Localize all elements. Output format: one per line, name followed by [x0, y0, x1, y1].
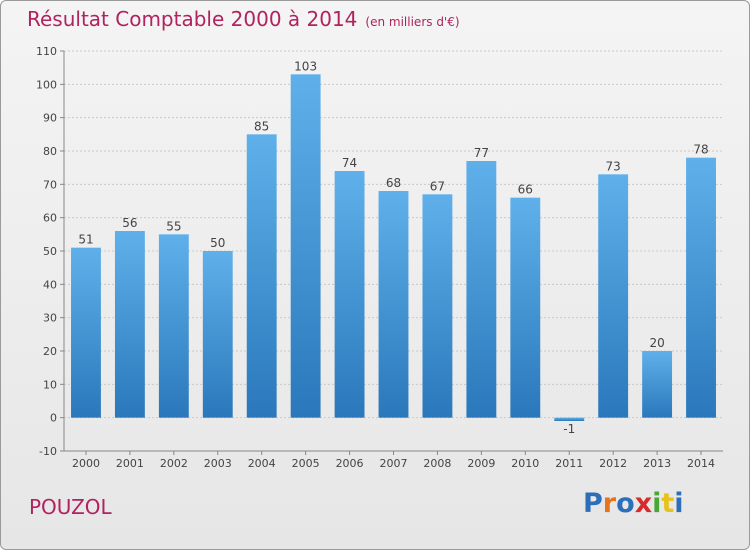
y-tick-label: 30 [43, 312, 57, 325]
proxiti-logo: Proxiti [583, 488, 684, 519]
x-tick-label: 2007 [380, 457, 408, 470]
x-tick-label: 2006 [336, 457, 364, 470]
logo-letter: i [652, 488, 662, 519]
bar [158, 234, 189, 418]
bar [290, 74, 321, 418]
data-label: 66 [518, 183, 533, 197]
data-label: 50 [210, 236, 225, 250]
y-tick-label: -10 [39, 445, 57, 458]
data-label: 51 [78, 233, 93, 247]
data-label: 103 [294, 59, 317, 73]
y-tick-label: 20 [43, 345, 57, 358]
logo-letter: i [674, 488, 684, 519]
bar [642, 351, 673, 418]
data-label: 73 [606, 159, 621, 173]
bar [114, 231, 145, 418]
bar [378, 191, 409, 418]
bar [422, 194, 453, 418]
y-tick-label: 110 [36, 45, 57, 58]
data-label: 20 [649, 336, 664, 350]
data-label: 68 [386, 176, 401, 190]
x-tick-label: 2002 [160, 457, 188, 470]
x-tick-label: 2013 [643, 457, 671, 470]
data-label: 56 [122, 216, 137, 230]
y-tick-label: 50 [43, 245, 57, 258]
x-tick-label: 2005 [292, 457, 320, 470]
data-label: -1 [563, 422, 575, 436]
bar [202, 251, 233, 418]
logo-letter: t [661, 488, 675, 519]
bar [686, 157, 716, 418]
y-tick-label: 0 [50, 412, 57, 425]
x-tick-label: 2003 [204, 457, 232, 470]
chart-title-block: Résultat Comptable 2000 à 2014 (en millie… [27, 7, 460, 31]
data-label: 74 [342, 156, 357, 170]
logo-letter: r [602, 488, 617, 519]
bar [246, 134, 277, 418]
x-tick-label: 2001 [116, 457, 144, 470]
x-tick-label: 2012 [599, 457, 627, 470]
x-tick-label: 2008 [423, 457, 451, 470]
y-tick-label: 10 [43, 378, 57, 391]
logo-letter: P [583, 488, 603, 519]
logo-letter: o [616, 488, 635, 519]
data-label: 78 [693, 143, 708, 157]
data-label: 85 [254, 119, 269, 133]
y-tick-label: 80 [43, 145, 57, 158]
bar [466, 161, 497, 418]
bar [554, 417, 585, 421]
location-name: POUZOL [29, 495, 112, 519]
y-tick-label: 90 [43, 112, 57, 125]
data-label: 77 [474, 146, 489, 160]
y-tick-label: 60 [43, 212, 57, 225]
x-tick-label: 2009 [467, 457, 495, 470]
x-tick-label: 2010 [511, 457, 539, 470]
x-tick-label: 2004 [248, 457, 276, 470]
bar [71, 247, 101, 418]
x-tick-label: 2011 [555, 457, 583, 470]
y-tick-label: 70 [43, 178, 57, 191]
y-tick-label: 40 [43, 278, 57, 291]
bar [334, 171, 365, 418]
logo-letter: x [634, 488, 653, 519]
data-label: 55 [166, 219, 181, 233]
x-tick-label: 2014 [687, 457, 715, 470]
data-label: 67 [430, 179, 445, 193]
bar [510, 197, 541, 418]
y-tick-label: 100 [36, 78, 57, 91]
bar [598, 174, 629, 418]
chart-title: Résultat Comptable 2000 à 2014 [27, 7, 358, 31]
x-tick-label: 2000 [72, 457, 100, 470]
chart-subtitle: (en milliers d'€) [365, 15, 460, 29]
